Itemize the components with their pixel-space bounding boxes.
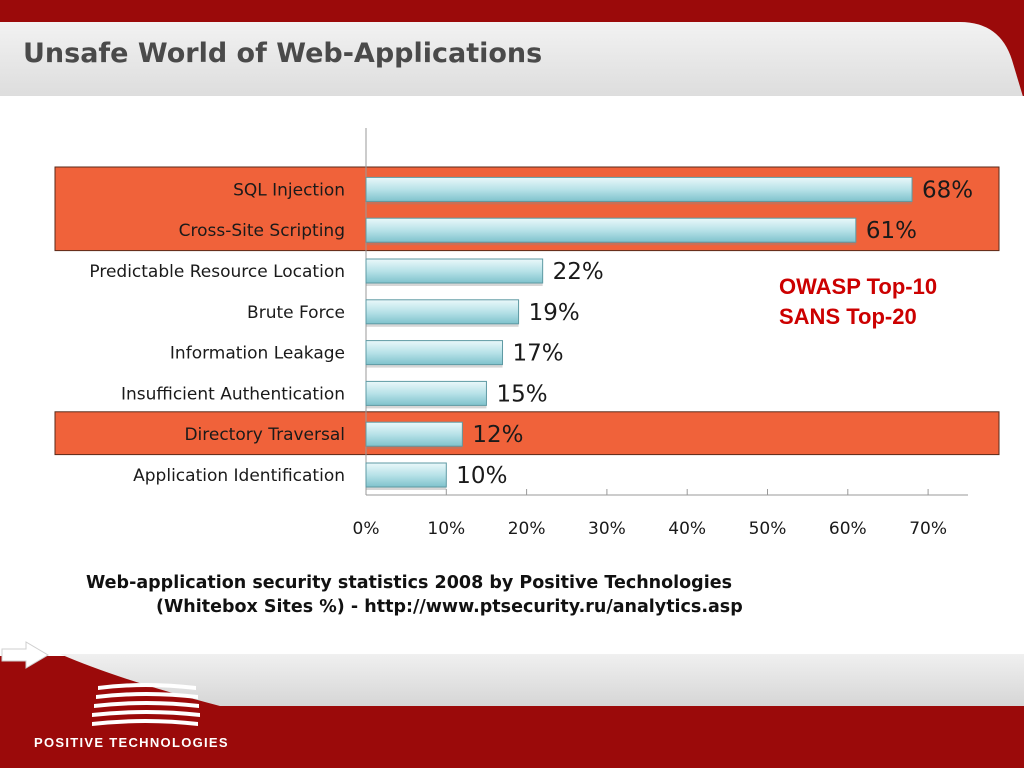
positive-technologies-logo-icon xyxy=(92,683,200,726)
bar-chart: 0% 10% 20% 30% 40% 50% 60% 70% SQL Injection 68% C… xyxy=(54,128,1000,539)
chart-labels: 0% 10% 20% 30% 40% 50% 60% 70% SQL Injection 68% C… xyxy=(89,177,973,539)
bar-insufficient-authentication xyxy=(365,380,487,406)
header-background xyxy=(0,0,1024,100)
slide-header: Unsafe World of Web-Applications xyxy=(0,0,1024,100)
value-label-sql-injection: 68% xyxy=(922,177,973,203)
highlight-band-directory-traversal xyxy=(54,411,1000,456)
slide-title: Unsafe World of Web-Applications xyxy=(23,38,543,69)
value-label-brute-force: 19% xyxy=(529,300,580,326)
brand-name: POSITIVE TECHNOLOGIES xyxy=(34,735,229,750)
category-label-application-identification: Application Identification xyxy=(133,466,345,486)
bar-directory-traversal xyxy=(365,421,463,447)
category-label-sql-injection: SQL Injection xyxy=(233,180,345,200)
bar-sql-injection xyxy=(365,176,913,202)
caption-line-1: Web-application security statistics 2008… xyxy=(86,573,732,593)
annotation-line-owasp: OWASP Top-10 xyxy=(779,274,938,299)
value-label-cross-site-scripting: 61% xyxy=(866,218,917,244)
footer-background xyxy=(0,640,1024,768)
category-label-information-leakage: Information Leakage xyxy=(170,344,345,364)
category-label-directory-traversal: Directory Traversal xyxy=(184,425,345,445)
x-tick-label-60: 60% xyxy=(829,519,867,539)
slide-footer: POSITIVE TECHNOLOGIES xyxy=(0,640,1024,768)
x-tick-label-40: 40% xyxy=(668,519,706,539)
value-label-directory-traversal: 12% xyxy=(472,422,523,448)
x-tick-label-0: 0% xyxy=(353,519,380,539)
category-label-predictable-resource-location: Predictable Resource Location xyxy=(89,262,345,282)
bar-information-leakage xyxy=(365,340,504,366)
x-tick-label-10: 10% xyxy=(427,519,465,539)
owasp-sans-annotation: OWASP Top-10 SANS Top-20 xyxy=(779,272,937,332)
x-tick-label-30: 30% xyxy=(588,519,626,539)
chart-bars xyxy=(365,176,913,490)
bar-predictable-resource-location xyxy=(365,258,544,284)
x-tick-label-70: 70% xyxy=(909,519,947,539)
category-label-insufficient-authentication: Insufficient Authentication xyxy=(121,384,345,404)
category-label-brute-force: Brute Force xyxy=(247,303,345,323)
caption-line-2: (Whitebox Sites %) - http://www.ptsecuri… xyxy=(156,597,743,617)
value-label-application-identification: 10% xyxy=(456,463,507,489)
bar-cross-site-scripting xyxy=(365,217,857,243)
x-tick-label-20: 20% xyxy=(508,519,546,539)
right-arrow-icon[interactable] xyxy=(0,640,50,670)
bar-brute-force xyxy=(365,299,520,325)
bar-application-identification xyxy=(365,462,447,488)
x-tick-label-50: 50% xyxy=(749,519,787,539)
annotation-line-sans: SANS Top-20 xyxy=(779,304,917,329)
value-label-information-leakage: 17% xyxy=(513,341,564,367)
value-label-insufficient-authentication: 15% xyxy=(496,381,547,407)
category-label-cross-site-scripting: Cross-Site Scripting xyxy=(179,221,345,241)
value-label-predictable-resource-location: 22% xyxy=(553,259,604,285)
